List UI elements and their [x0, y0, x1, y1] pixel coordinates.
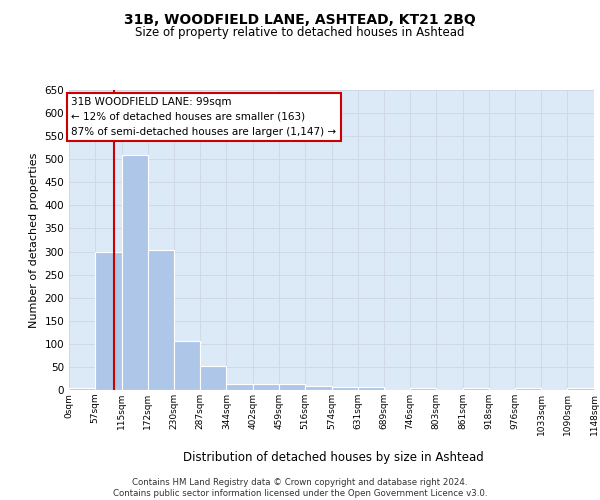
Text: 31B WOODFIELD LANE: 99sqm
← 12% of detached houses are smaller (163)
87% of semi: 31B WOODFIELD LANE: 99sqm ← 12% of detac…	[71, 97, 337, 136]
Text: Size of property relative to detached houses in Ashtead: Size of property relative to detached ho…	[135, 26, 465, 39]
Text: 31B, WOODFIELD LANE, ASHTEAD, KT21 2BQ: 31B, WOODFIELD LANE, ASHTEAD, KT21 2BQ	[124, 12, 476, 26]
Bar	[95, 252, 122, 390]
Bar	[69, 388, 95, 390]
Bar	[253, 384, 279, 390]
Bar	[122, 154, 148, 390]
Bar	[358, 387, 384, 390]
Bar	[174, 340, 200, 390]
Bar	[200, 366, 226, 390]
Bar	[331, 387, 358, 390]
Y-axis label: Number of detached properties: Number of detached properties	[29, 152, 39, 328]
Text: Distribution of detached houses by size in Ashtead: Distribution of detached houses by size …	[182, 451, 484, 464]
Bar	[515, 388, 541, 390]
Bar	[148, 250, 174, 390]
Text: Contains HM Land Registry data © Crown copyright and database right 2024.
Contai: Contains HM Land Registry data © Crown c…	[113, 478, 487, 498]
Bar	[463, 388, 489, 390]
Bar	[226, 384, 253, 390]
Bar	[568, 388, 594, 390]
Bar	[410, 388, 436, 390]
Bar	[305, 386, 331, 390]
Bar	[279, 384, 305, 390]
